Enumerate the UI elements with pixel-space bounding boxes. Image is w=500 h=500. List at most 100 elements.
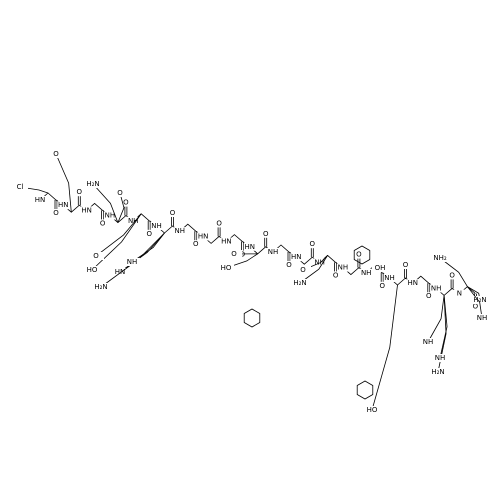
side-chain-label: H₂N: [94, 283, 107, 291]
carbonyl-label: O: [53, 209, 59, 217]
label-bg: [383, 274, 396, 282]
label-bg: [127, 216, 140, 225]
label-bg: [169, 209, 176, 217]
side-chain-label: O: [93, 252, 99, 260]
side-chain-label: HO: [87, 266, 98, 274]
label-bg: [216, 219, 223, 228]
label-bg: [286, 261, 292, 269]
label-bg: [146, 229, 153, 238]
label-bg: [290, 253, 303, 262]
label-bg: [226, 250, 242, 258]
label-bg: [12, 183, 28, 191]
carbonyl-label: O: [286, 261, 292, 269]
label-bg: [453, 289, 466, 298]
carbonyl-label: O: [403, 261, 409, 269]
carbonyl-label: O: [473, 303, 479, 311]
label-bg: [80, 206, 93, 215]
label-bg: [243, 242, 256, 251]
label-bg: [379, 281, 386, 290]
label-bg: [218, 264, 234, 272]
side-chain-bond: [427, 295, 445, 343]
label-bg: [220, 237, 233, 246]
side-chain-label: O: [117, 189, 123, 197]
carbonyl-label: O: [77, 188, 83, 196]
side-chain-label: NH: [423, 338, 434, 346]
label-bg: [332, 271, 339, 280]
label-bg: [122, 198, 129, 207]
side-chain-bond: [439, 295, 448, 359]
amide-label: NH: [431, 284, 442, 292]
amide-label: HN: [198, 232, 209, 240]
carbonyl-label: O: [100, 219, 106, 227]
label-bg: [430, 368, 446, 376]
label-bg: [88, 252, 104, 260]
amide-label: HN: [81, 206, 92, 214]
label-bg: [173, 227, 186, 236]
carbonyl-label: O: [123, 199, 129, 207]
side-chain-label: Cl: [17, 183, 24, 191]
side-chain-label: H₂N: [293, 279, 306, 287]
label-bg: [355, 250, 362, 259]
label-bg: [76, 188, 83, 197]
side-chain-bond: [55, 153, 72, 213]
side-chain-label: H₂N: [473, 296, 486, 304]
side-chain-bond: [95, 213, 142, 257]
side-chain-bond: [91, 213, 142, 271]
side-chain-label: HO: [367, 406, 378, 414]
label-bg: [99, 219, 106, 228]
label-bg: [93, 283, 109, 291]
label-bg: [430, 284, 443, 293]
carbonyl-label: O: [193, 240, 199, 248]
side-chain-bond: [92, 183, 119, 223]
aromatic-ring: [356, 380, 374, 400]
amide-label: NH: [314, 258, 325, 266]
label-bg: [360, 268, 373, 277]
label-bg: [150, 222, 163, 230]
amide-label: NH: [128, 217, 139, 225]
side-chain-label: O: [53, 150, 59, 158]
side-chain-label: OH: [375, 264, 386, 272]
label-bg: [292, 279, 308, 287]
side-chain-label: NH: [435, 354, 446, 362]
label-bg: [262, 229, 269, 238]
side-chain-label: HO: [221, 264, 232, 272]
label-bg: [402, 261, 409, 269]
carbonyl-label: O: [426, 292, 432, 300]
side-chain-bond: [299, 255, 328, 284]
label-bg: [192, 240, 199, 249]
label-bg: [336, 263, 349, 272]
side-chain-label: H₂N: [431, 368, 444, 376]
aromatic-ring: [353, 245, 371, 265]
side-chain-label: O: [300, 266, 306, 274]
side-chain-bond: [371, 284, 398, 411]
label-bg: [197, 232, 210, 241]
carbonyl-label: O: [263, 230, 269, 238]
label-bg: [406, 279, 419, 288]
label-bg: [425, 292, 432, 301]
amide-label: NH: [175, 227, 186, 235]
amide-label: NH: [338, 264, 349, 272]
label-bg: [472, 296, 488, 304]
side-chain-bond: [467, 286, 483, 319]
carbonyl-label: O: [379, 282, 385, 290]
label-bg: [432, 354, 448, 362]
label-bg: [432, 254, 448, 262]
label-bg: [309, 240, 316, 249]
label-bg: [372, 264, 388, 272]
label-bg: [364, 406, 380, 414]
side-chain-bond: [117, 192, 125, 223]
label-bg: [267, 248, 279, 256]
side-chain-label: NH₂: [433, 254, 447, 262]
side-chain-label: NH: [127, 258, 138, 266]
carbonyl-label: O: [146, 230, 152, 238]
side-chain-label: H₂N: [86, 180, 99, 188]
amide-label: HN: [221, 238, 232, 246]
carbonyl-label: O: [356, 251, 362, 259]
label-bg: [84, 266, 100, 274]
side-chain-label: HN: [115, 268, 126, 276]
label-bg: [124, 258, 140, 266]
side-chain-label: NH: [477, 314, 488, 322]
label-bg: [239, 250, 246, 259]
amide-label: NH: [105, 212, 116, 220]
